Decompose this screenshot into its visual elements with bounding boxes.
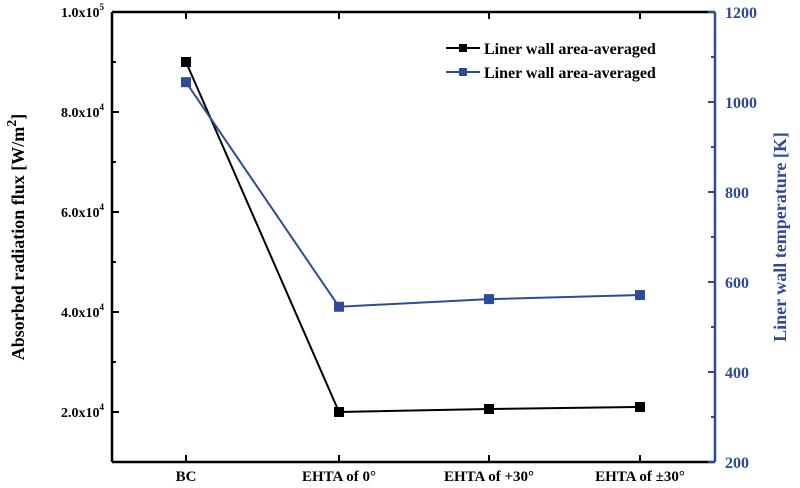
tick-mantissa: 2.0x10 [61,406,100,421]
x-tick-label: BC [176,469,197,483]
tick-exponent: 4 [100,402,105,412]
left-tick-label: 6.0x104 [61,202,105,221]
legend-marker [459,44,467,52]
series-line-1 [185,61,641,414]
series-line-2 [185,81,641,308]
x-tick-label: EHTA of ±30° [595,469,685,483]
right-axis-title: Liner wall temperature [K] [770,132,790,342]
tick-exponent: 4 [100,202,105,212]
data-point [181,57,191,67]
right-tick-label: 200 [725,455,749,472]
tick-mantissa: 1.0x10 [61,6,100,21]
tick-exponent: 5 [100,2,105,12]
data-point [635,290,645,301]
left-tick-label: 2.0x104 [61,402,105,421]
data-point [635,402,645,412]
data-point [484,294,494,305]
legend-label: Liner wall area-averaged [484,65,656,82]
left-axis-title-part: Absorbed radiation flux [W/m [8,127,28,361]
tick-mantissa: 4.0x10 [61,306,100,321]
left-axis-title-part: ] [8,114,28,120]
right-tick-label: 1200 [725,5,757,22]
data-point [181,77,191,88]
left-axis-title: Absorbed radiation flux [W/m2] [5,114,28,361]
data-point [334,407,344,417]
tick-mantissa: 8.0x10 [61,106,100,121]
tick-exponent: 4 [100,102,105,112]
left-tick-label: 4.0x104 [61,302,105,321]
legend-marker [459,68,467,76]
legend-label: Liner wall area-averaged [484,41,656,58]
left-tick-label: 8.0x104 [61,102,105,121]
right-tick-label: 600 [725,275,749,292]
data-point [334,301,344,312]
right-tick-label: 800 [725,185,749,202]
x-tick-label: EHTA of +30° [444,469,534,483]
left-axis-title-part: 2 [5,120,20,127]
tick-mantissa: 6.0x10 [61,206,100,221]
x-tick-label: EHTA of 0° [302,469,376,483]
data-point [484,404,494,414]
right-tick-label: 1000 [725,95,757,112]
tick-exponent: 4 [100,302,105,312]
right-tick-label: 400 [725,365,749,382]
left-tick-label: 1.0x105 [61,2,105,21]
